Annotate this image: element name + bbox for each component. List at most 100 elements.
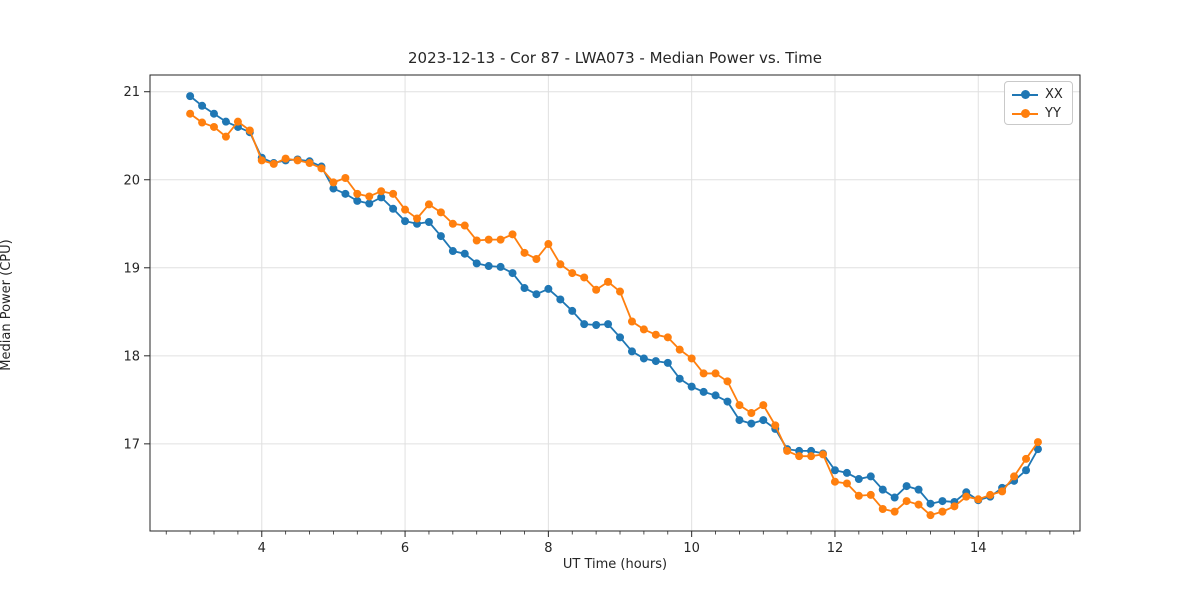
x-tick-label: 12	[827, 541, 844, 556]
series-xx-marker	[747, 419, 756, 428]
series-xx-marker	[735, 416, 744, 425]
series-yy-marker	[568, 269, 577, 278]
series-xx-marker	[1022, 466, 1031, 475]
series-yy-marker	[854, 491, 863, 500]
series-yy-marker	[389, 189, 398, 198]
series-yy-marker	[1022, 454, 1031, 463]
legend: XX YY	[1004, 81, 1073, 125]
y-tick-label: 19	[123, 261, 140, 276]
series-xx-marker	[914, 485, 923, 494]
series-xx-marker	[209, 109, 218, 118]
series-yy-marker	[448, 219, 457, 228]
series-yy-marker	[424, 200, 433, 209]
series-yy-marker	[950, 502, 959, 511]
series-yy-marker	[377, 187, 386, 196]
series-yy-marker	[317, 164, 326, 173]
series-xx-marker	[389, 204, 398, 213]
series-yy-marker	[687, 354, 696, 363]
series-xx-marker	[353, 196, 362, 205]
series-xx-marker	[198, 101, 207, 110]
series-xx-marker	[842, 468, 851, 477]
series-yy-marker	[890, 507, 899, 516]
series-yy-marker	[186, 109, 195, 118]
series-xx-marker	[544, 284, 553, 293]
axes-spines	[149, 74, 1081, 532]
x-axis-label: UT Time (hours)	[562, 557, 668, 572]
series-yy-marker	[783, 446, 792, 455]
y-tick-label: 20	[123, 173, 140, 188]
x-tick-label: 6	[401, 541, 409, 556]
series-yy-marker	[544, 240, 553, 249]
series-yy-marker	[986, 490, 995, 499]
series-yy-marker	[245, 126, 254, 135]
series-yy-marker	[305, 159, 314, 168]
series-xx-marker	[902, 482, 911, 491]
y-tick-label: 17	[123, 437, 140, 452]
series-yy-marker	[998, 487, 1007, 496]
series-xx-marker	[580, 320, 589, 329]
series-yy-marker	[580, 273, 589, 282]
series-xx-marker	[508, 269, 517, 278]
legend-line-marker-icon	[1012, 109, 1038, 118]
series-yy-marker	[1010, 472, 1019, 481]
series-yy-marker	[914, 500, 923, 509]
series-yy-marker	[830, 477, 839, 486]
series-yy-marker	[663, 333, 672, 342]
series-yy-marker	[878, 504, 887, 513]
series-xx-marker	[663, 358, 672, 367]
series-yy-marker	[365, 192, 374, 201]
series-xx-marker	[377, 193, 386, 202]
series-xx-marker	[926, 499, 935, 508]
series-yy-marker	[209, 122, 218, 131]
series-yy-marker	[496, 235, 505, 244]
series-yy-marker	[1033, 438, 1042, 447]
series-yy-marker	[938, 507, 947, 516]
series-xx-marker	[711, 391, 720, 400]
x-tick-label: 8	[544, 541, 552, 556]
series-yy-marker	[472, 236, 481, 245]
legend-label-xx: XX	[1045, 87, 1063, 102]
series-yy-marker	[436, 208, 445, 217]
series-xx-marker	[639, 354, 648, 363]
series-yy-marker	[281, 154, 290, 163]
series-yy-marker	[735, 401, 744, 410]
series-xx-marker	[616, 333, 625, 342]
series-yy-marker	[651, 330, 660, 339]
x-tick-label: 14	[970, 541, 987, 556]
series-xx-marker	[556, 295, 565, 304]
series-xx-marker	[723, 397, 732, 406]
series-xx-marker	[830, 466, 839, 475]
series-yy-marker	[962, 492, 971, 501]
series-yy-marker	[699, 369, 708, 378]
legend-label-yy: YY	[1045, 106, 1061, 121]
series-yy-marker	[639, 325, 648, 334]
series-xx-marker	[938, 497, 947, 506]
series-xx-marker	[1033, 445, 1042, 454]
series-yy-marker	[616, 287, 625, 296]
series-xx-marker	[496, 262, 505, 271]
series-yy-marker	[902, 497, 911, 506]
x-tick-label: 10	[683, 541, 700, 556]
series-xx-marker	[627, 347, 636, 356]
y-axis-label: Median Power (CPU)	[0, 239, 14, 371]
series-yy-marker	[413, 214, 422, 223]
series-xx-marker	[520, 284, 529, 293]
legend-line-marker-icon	[1012, 90, 1038, 99]
series-yy-marker	[604, 277, 613, 286]
series-yy-marker	[747, 409, 756, 418]
series-yy-marker	[556, 260, 565, 269]
series-yy-marker	[329, 178, 338, 187]
series-yy-marker	[221, 132, 230, 141]
series-yy-marker	[257, 156, 266, 165]
series-yy-marker	[401, 205, 410, 214]
series-yy-marker	[818, 450, 827, 459]
series-xx-marker	[866, 472, 875, 481]
series-yy-marker	[269, 159, 278, 168]
series-xx-marker	[532, 290, 541, 299]
series-xx-marker	[568, 306, 577, 315]
series-xx-marker	[424, 218, 433, 227]
series-xx-marker	[759, 416, 768, 425]
series-xx-marker	[651, 357, 660, 366]
series-yy-marker	[532, 254, 541, 263]
